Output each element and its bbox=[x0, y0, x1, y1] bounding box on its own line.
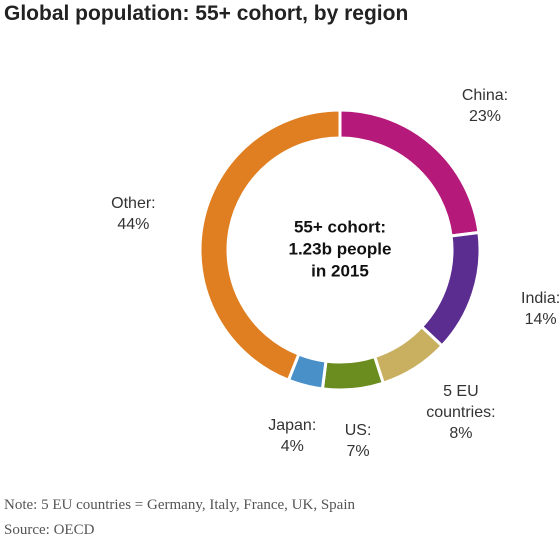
category-label: Other: bbox=[111, 195, 156, 213]
donut-segment bbox=[419, 230, 482, 348]
donut-segment bbox=[372, 324, 445, 386]
value-label: 23% bbox=[468, 107, 501, 125]
donut-segment bbox=[198, 108, 342, 383]
value-label: 4% bbox=[280, 437, 304, 455]
chart-title: Global population: 55+ cohort, by region bbox=[4, 2, 409, 25]
category-label: Japan: bbox=[268, 416, 317, 434]
segment-label: 5 EU countries: 8% bbox=[413, 381, 509, 444]
segment-label: US: 7% bbox=[310, 420, 406, 462]
category-label: India: bbox=[521, 290, 560, 308]
center-label: 1.23b people bbox=[289, 239, 392, 258]
category-label: US: bbox=[344, 422, 372, 440]
category-label: 5 EU countries: bbox=[426, 382, 496, 421]
segment-label: Japan: 4% bbox=[244, 415, 340, 457]
center-label: 55+ cohort: bbox=[294, 217, 386, 236]
donut-segment bbox=[320, 354, 386, 392]
segment-label: China: 23% bbox=[437, 85, 533, 127]
category-label: China: bbox=[461, 86, 509, 104]
value-label: 8% bbox=[449, 424, 473, 442]
value-label: 14% bbox=[524, 311, 557, 329]
segment-label: Other: 44% bbox=[85, 193, 181, 235]
segment-label: India: 14% bbox=[493, 288, 560, 330]
value-label: 44% bbox=[117, 216, 150, 234]
center-label: in 2015 bbox=[311, 261, 369, 280]
source: Source: OECD bbox=[4, 522, 95, 538]
note: Note: 5 EU countries = Germany, Italy, F… bbox=[4, 497, 356, 513]
value-label: 7% bbox=[346, 443, 370, 461]
